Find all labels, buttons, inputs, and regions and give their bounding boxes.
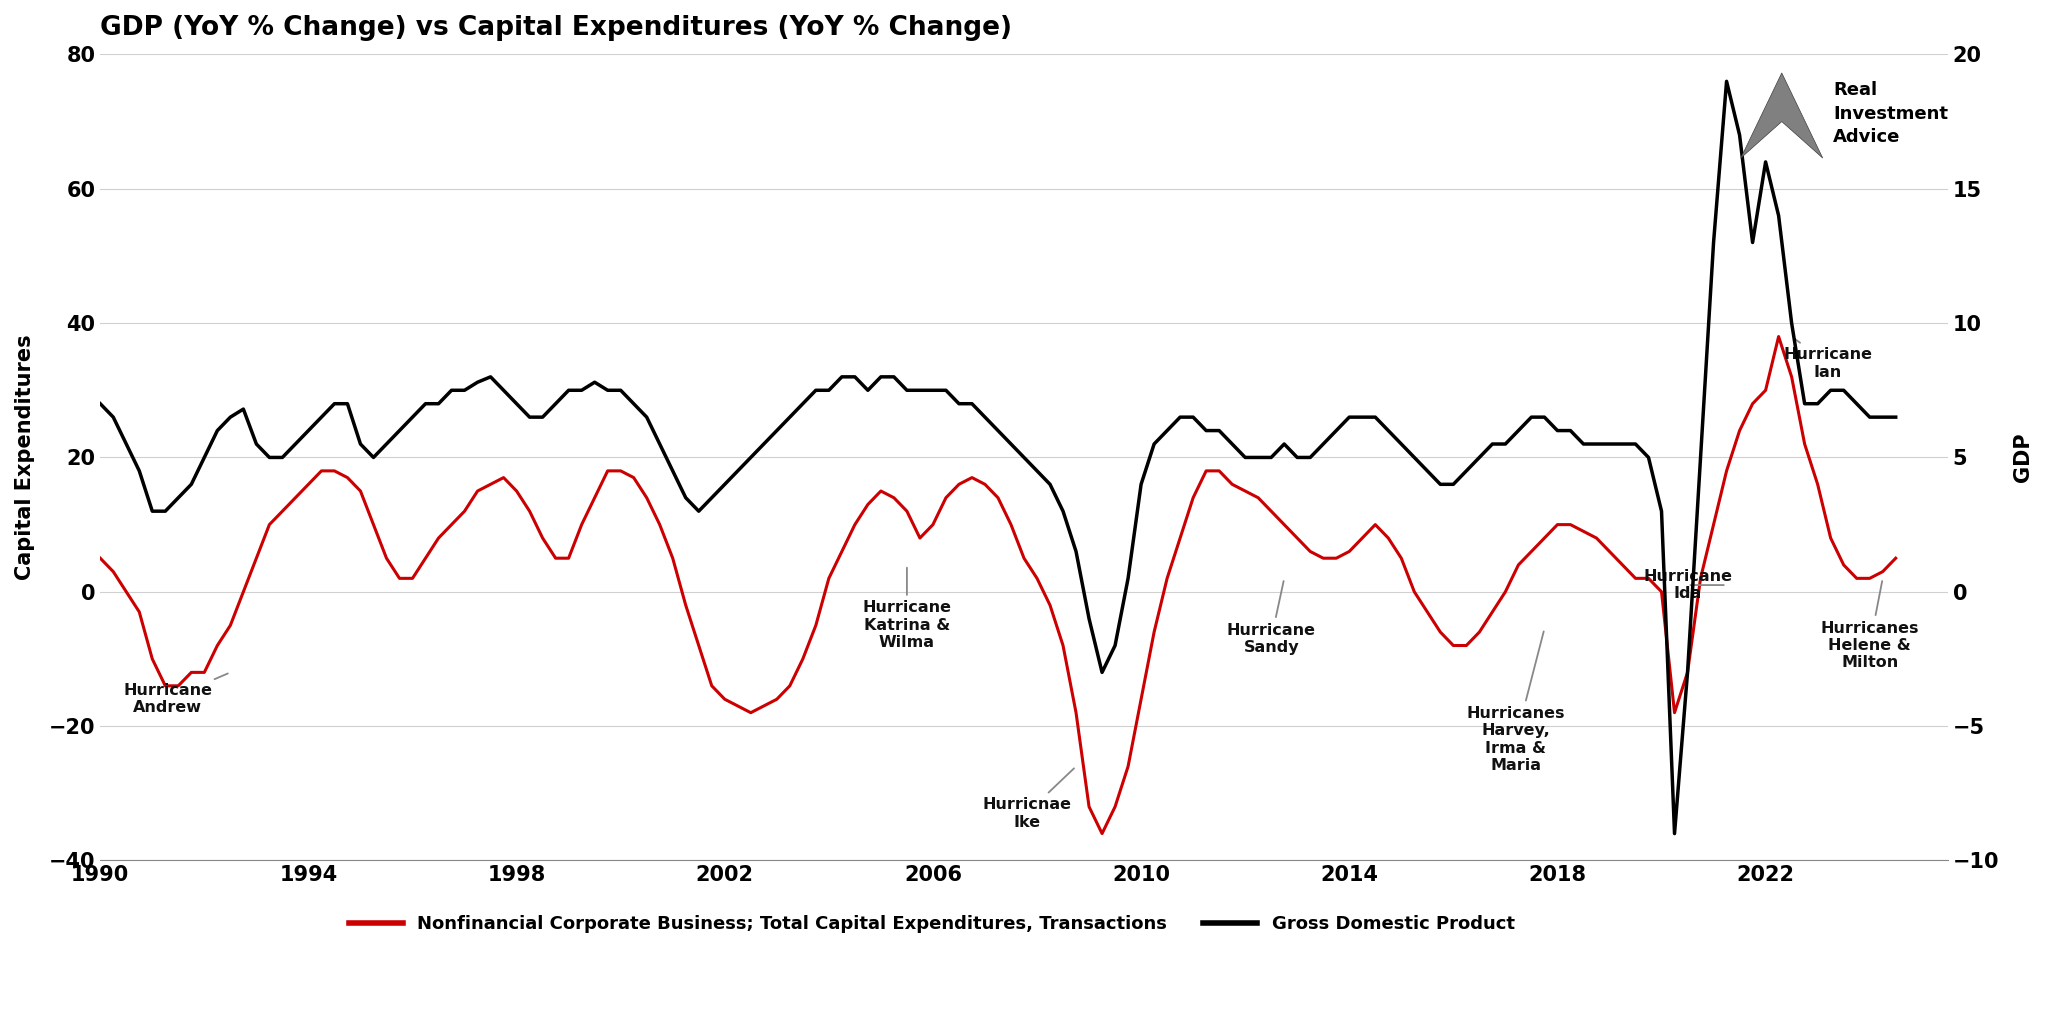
Legend: Nonfinancial Corporate Business; Total Capital Expenditures, Transactions, Gross: Nonfinancial Corporate Business; Total C… xyxy=(342,908,1522,940)
Polygon shape xyxy=(1741,73,1823,158)
Text: Real
Investment
Advice: Real Investment Advice xyxy=(1833,81,1948,146)
Text: Hurricane
Ida: Hurricane Ida xyxy=(1642,569,1733,602)
Text: Hurricane
Ian: Hurricane Ian xyxy=(1784,338,1872,380)
Text: Hurricane
Sandy: Hurricane Sandy xyxy=(1227,581,1315,655)
Text: GDP (YoY % Change) vs Capital Expenditures (YoY % Change): GDP (YoY % Change) vs Capital Expenditur… xyxy=(100,15,1012,41)
Text: Hurricane
Andrew: Hurricane Andrew xyxy=(123,674,227,715)
Text: Hurricanes
Harvey,
Irma &
Maria: Hurricanes Harvey, Irma & Maria xyxy=(1466,631,1565,773)
Text: Hurricane
Katrina &
Wilma: Hurricane Katrina & Wilma xyxy=(862,567,952,650)
Text: Hurricnae
Ike: Hurricnae Ike xyxy=(983,768,1073,830)
Y-axis label: GDP: GDP xyxy=(2013,433,2034,482)
Text: Hurricanes
Helene &
Milton: Hurricanes Helene & Milton xyxy=(1821,581,1919,671)
Y-axis label: Capital Expenditures: Capital Expenditures xyxy=(14,334,35,580)
